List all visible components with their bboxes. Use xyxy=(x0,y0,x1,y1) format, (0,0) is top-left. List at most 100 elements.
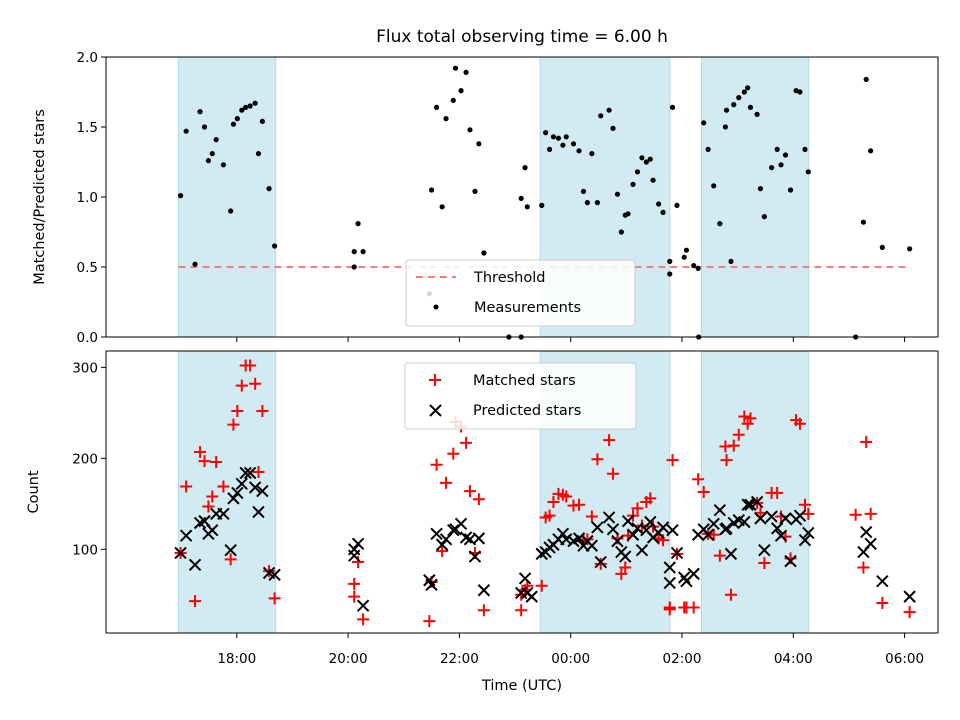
predicted-star-marker xyxy=(468,550,482,563)
measurement-point xyxy=(863,76,869,82)
predicted-star-marker xyxy=(611,534,624,548)
matched-star-marker xyxy=(771,486,784,499)
predicted-star-marker xyxy=(435,538,449,551)
top-y-axis-label: Matched/Predicted stars xyxy=(32,109,48,285)
measurement-point xyxy=(192,261,198,267)
predicted-star-marker xyxy=(876,574,889,588)
chart-title: Flux total observing time = 6.00 h xyxy=(376,27,668,47)
top-y-tick-label: 0.0 xyxy=(77,330,98,346)
measurement-point xyxy=(723,107,730,113)
matched-star-marker xyxy=(603,434,616,447)
measurement-point xyxy=(230,121,237,127)
predicted-star-marker xyxy=(713,503,727,517)
matched-star-marker xyxy=(206,490,219,503)
matched-star-marker xyxy=(515,604,528,617)
matched-stars-markers xyxy=(174,359,916,628)
measurement-point xyxy=(458,88,464,94)
measurement-point xyxy=(667,258,673,264)
legend-threshold-label: Threshold xyxy=(473,270,545,286)
predicted-star-marker xyxy=(430,527,443,541)
legend-matched-label: Matched stars xyxy=(473,373,576,389)
matched-star-marker xyxy=(849,508,862,521)
measurement-point xyxy=(543,130,549,136)
matched-star-marker xyxy=(606,467,619,480)
legend-predicted-label: Predicted stars xyxy=(473,403,581,419)
measurement-point xyxy=(868,148,874,154)
measurement-point xyxy=(255,151,262,157)
matched-star-marker xyxy=(472,493,485,506)
measurement-point xyxy=(741,89,747,95)
matched-star-marker xyxy=(194,445,207,458)
matched-star-marker xyxy=(463,485,476,498)
measurement-point xyxy=(560,142,566,148)
measurement-point xyxy=(802,146,808,152)
measurement-point xyxy=(205,158,211,164)
x-tick-label: 04:00 xyxy=(774,651,813,667)
matched-star-marker xyxy=(447,447,460,460)
measurement-point xyxy=(439,204,445,210)
measurement-point xyxy=(576,148,582,154)
predicted-star-marker xyxy=(724,547,738,561)
top-y-axis: 0.0 0.5 1.0 1.5 2.0 xyxy=(77,50,106,346)
measurement-point xyxy=(805,169,811,175)
matched-star-marker xyxy=(860,435,873,448)
bottom-y-tick-label: 200 xyxy=(72,451,98,467)
measurement-point xyxy=(209,151,215,157)
measurement-point xyxy=(667,271,673,277)
predicted-star-marker xyxy=(535,547,548,561)
predicted-star-marker xyxy=(784,554,797,568)
measurement-point xyxy=(625,211,631,217)
measurement-point xyxy=(463,69,469,75)
measurement-point xyxy=(669,104,676,110)
matched-star-marker xyxy=(713,549,726,562)
matched-star-marker xyxy=(543,509,556,522)
measurement-point xyxy=(197,109,203,115)
top-y-tick-label: 2.0 xyxy=(77,50,98,66)
matched-star-marker xyxy=(727,439,740,452)
matched-star-marker xyxy=(687,601,700,614)
x-tick-label: 22:00 xyxy=(440,651,479,667)
measurement-point xyxy=(272,243,278,249)
predicted-star-marker xyxy=(459,531,473,544)
top-y-tick-label: 0.5 xyxy=(77,260,98,276)
predicted-star-marker xyxy=(239,466,252,480)
measurement-point xyxy=(433,104,440,110)
matched-star-marker xyxy=(244,359,257,372)
measurement-point xyxy=(177,193,184,199)
top-x-ticks xyxy=(236,337,906,342)
matched-star-marker xyxy=(631,502,644,515)
matched-star-marker xyxy=(348,590,361,603)
matched-star-marker xyxy=(252,465,265,478)
matched-star-marker xyxy=(227,418,240,431)
predicted-star-marker xyxy=(903,590,916,603)
measurement-point xyxy=(518,195,524,201)
matched-star-marker xyxy=(430,458,443,471)
matched-star-marker xyxy=(663,601,676,614)
predicted-star-marker xyxy=(798,534,812,547)
predicted-star-marker xyxy=(707,517,720,531)
measurement-point xyxy=(747,104,754,110)
predicted-star-marker xyxy=(738,515,751,529)
measurement-point xyxy=(243,104,249,110)
bottom-panel: 100 200 300 18:00 20:00 22:00 00:00 02:00 04:00… xyxy=(26,350,939,694)
x-axis-label: Time (UTC) xyxy=(481,678,562,694)
bottom-legend: Matched stars Predicted stars xyxy=(404,362,637,430)
top-shaded-interval xyxy=(700,56,810,338)
matched-star-marker xyxy=(585,510,598,523)
matched-star-marker xyxy=(615,567,628,580)
predicted-star-marker xyxy=(626,528,640,541)
measurement-point xyxy=(757,186,764,192)
measurement-point xyxy=(355,221,361,227)
measurement-point xyxy=(450,97,456,103)
x-tick-label: 06:00 xyxy=(885,651,924,667)
measurement-point xyxy=(656,201,662,207)
top-y-tick-label: 1.0 xyxy=(77,190,98,206)
predicted-star-marker xyxy=(793,509,807,522)
matched-star-marker xyxy=(732,428,745,441)
measurement-point xyxy=(695,265,701,271)
measurement-point xyxy=(252,100,258,106)
bottom-legend-box xyxy=(404,362,637,430)
matched-star-marker xyxy=(180,480,193,493)
measurement-point xyxy=(524,204,530,210)
matched-star-marker xyxy=(249,377,262,390)
